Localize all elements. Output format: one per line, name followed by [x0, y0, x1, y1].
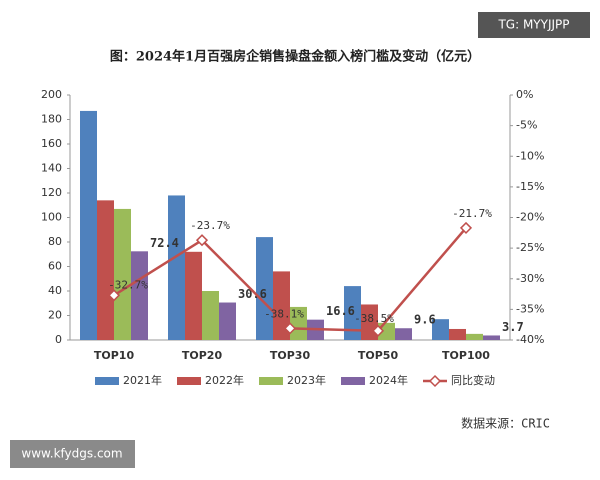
legend-swatch	[95, 377, 119, 385]
bar	[432, 319, 449, 340]
x-tick-label: TOP20	[182, 349, 223, 362]
bar	[483, 335, 500, 340]
bar	[466, 333, 483, 340]
x-tick-label: TOP50	[358, 349, 399, 362]
chart-title: 图：2024年1月百强房企销售操盘金额入榜门槛及变动（亿元）	[110, 49, 480, 65]
line-marker	[371, 324, 385, 337]
y-tick-label: 20	[48, 309, 62, 322]
y-tick-label: 160	[41, 137, 62, 150]
data-label: 3.7	[502, 320, 524, 334]
bar	[97, 200, 114, 340]
y2-tick-label: -30%	[516, 272, 544, 285]
legend-swatch	[177, 377, 201, 385]
y-tick-label: 120	[41, 186, 62, 199]
y-tick-label: 180	[41, 113, 62, 126]
data-label: 16.6	[326, 304, 355, 318]
bar	[449, 328, 466, 340]
bar	[395, 328, 412, 340]
x-tick-label: TOP10	[94, 349, 135, 362]
y-tick-label: 40	[48, 284, 62, 297]
y-tick-label: 80	[48, 235, 62, 248]
site-box	[10, 440, 135, 468]
bar	[131, 251, 148, 340]
bar	[256, 237, 273, 340]
y2-tick-label: -10%	[516, 149, 544, 162]
source-note: 数据来源：CRIC	[461, 416, 550, 431]
line-marker	[195, 234, 209, 247]
watermark: TG: MYYJJPP	[497, 18, 569, 32]
x-tick-label: TOP100	[442, 349, 490, 362]
legend-label: 2022年	[205, 373, 244, 387]
y2-tick-label: -5%	[516, 119, 537, 132]
legend-label: 2024年	[369, 373, 408, 387]
y2-tick-label: -25%	[516, 241, 544, 254]
data-label: 72.4	[150, 236, 179, 250]
y-tick-label: 100	[41, 211, 62, 224]
line-marker	[107, 289, 121, 302]
bar	[202, 291, 219, 340]
line-marker	[459, 221, 473, 234]
y2-tick-label: -15%	[516, 180, 544, 193]
bar	[80, 110, 97, 340]
watermark-box	[478, 12, 590, 38]
legend-label: 2023年	[287, 373, 326, 387]
legend-swatch	[259, 377, 283, 385]
legend-swatch	[341, 377, 365, 385]
legend-swatch	[428, 374, 442, 388]
legend-label: 2021年	[123, 373, 162, 387]
data-label: -23.7%	[190, 219, 230, 232]
y2-tick-label: 0%	[516, 88, 533, 101]
y-tick-label: 60	[48, 260, 62, 273]
data-label: -32.7%	[108, 278, 148, 291]
line-marker	[283, 322, 297, 335]
bar	[185, 251, 202, 340]
y-tick-label: 0	[55, 333, 62, 346]
data-label: -38.5%	[354, 312, 394, 325]
y2-tick-label: -40%	[516, 333, 544, 346]
bar	[290, 306, 307, 340]
y-tick-label: 200	[41, 88, 62, 101]
data-label: 9.6	[414, 313, 436, 327]
data-label: -38.1%	[264, 307, 304, 320]
y2-tick-label: -35%	[516, 302, 544, 315]
site-watermark: www.kfydgs.com	[21, 447, 122, 461]
x-tick-label: TOP30	[270, 349, 311, 362]
bar	[114, 208, 131, 340]
bar	[344, 286, 361, 340]
data-label: -21.7%	[452, 207, 492, 220]
legend-label: 同比变动	[451, 373, 495, 387]
y2-tick-label: -20%	[516, 211, 544, 224]
y-tick-label: 140	[41, 162, 62, 175]
bar	[168, 195, 185, 340]
bar	[219, 302, 236, 340]
